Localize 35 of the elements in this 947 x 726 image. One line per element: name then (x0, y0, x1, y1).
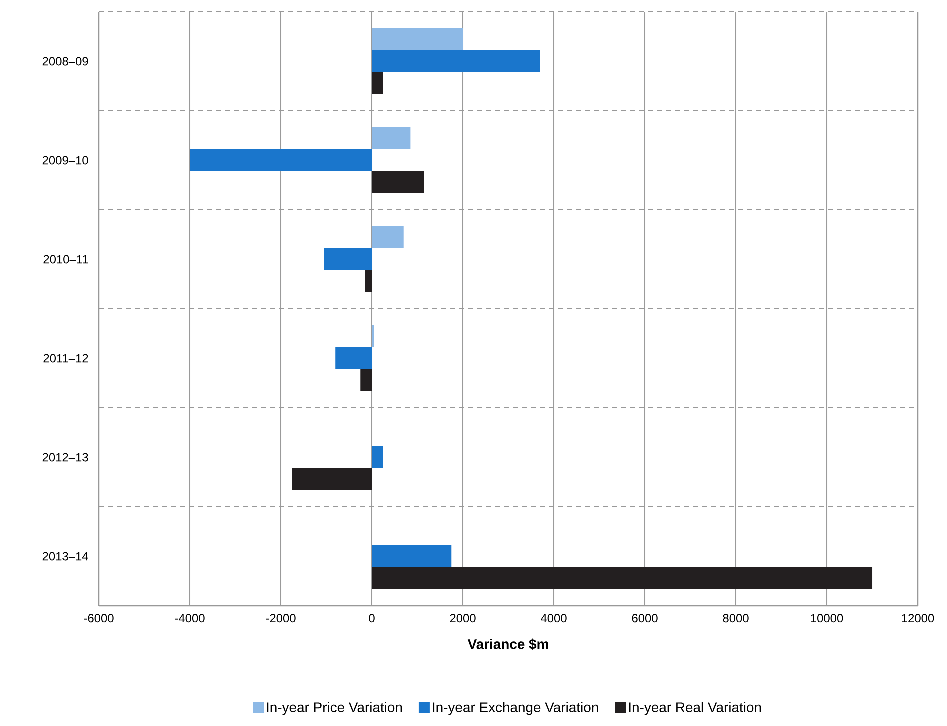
bar (372, 28, 464, 50)
bar (372, 171, 424, 194)
bar (365, 270, 372, 292)
x-tick-label: 8000 (723, 614, 749, 623)
bar (360, 369, 372, 392)
bar (372, 127, 411, 150)
x-axis-title: Variance $m (468, 638, 548, 650)
x-tick-label: -6000 (84, 614, 114, 623)
x-tick-label: 2000 (450, 614, 476, 623)
bar (372, 446, 384, 468)
y-tick-label: 2009–10 (42, 156, 88, 165)
bar (336, 347, 372, 370)
bar (372, 226, 404, 248)
bar (372, 567, 873, 590)
y-tick-label: 2013–14 (42, 552, 88, 561)
legend-label: In-year Real Variation (629, 702, 762, 716)
bar (324, 248, 372, 270)
x-tick-label: 6000 (632, 614, 658, 623)
bar (372, 50, 540, 72)
x-tick-label: 4000 (540, 614, 567, 623)
y-tick-label: 2011–12 (44, 354, 88, 363)
x-tick-label: -2000 (266, 614, 296, 623)
bar (372, 545, 452, 568)
legend-label: In-year Price Variation (267, 702, 402, 716)
x-tick-label: 10000 (811, 614, 844, 623)
x-tick-label: -4000 (175, 614, 205, 623)
y-tick-label: 2010–11 (44, 255, 88, 264)
x-tick-label: 0 (369, 614, 375, 623)
legend-label: In-year Exchange Variation (433, 702, 598, 716)
x-tick-label: 12000 (902, 614, 934, 623)
bar (372, 72, 384, 94)
y-tick-label: 2008–09 (42, 57, 88, 66)
y-tick-label: 2012–13 (42, 453, 88, 462)
bar (292, 468, 372, 490)
bar (190, 149, 372, 172)
